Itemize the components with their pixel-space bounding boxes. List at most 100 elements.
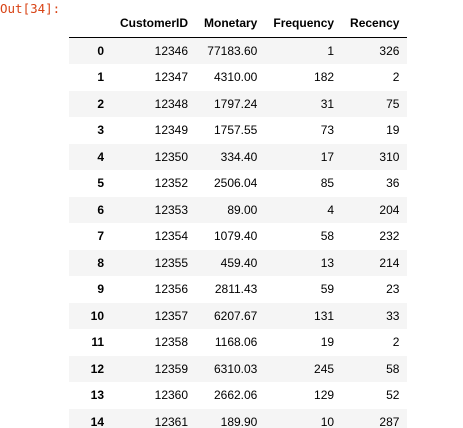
table-row: 12 12359 6310.03 245 58 [69,355,408,382]
cell-monetary: 89.00 [227,202,258,217]
cell-frequency: 19 [320,335,335,350]
cell-monetary: 1079.40 [213,229,258,244]
row-index: 3 [97,123,104,138]
cell-recency: 36 [386,176,400,191]
cell-monetary: 6207.67 [213,308,258,323]
row-index: 1 [97,70,104,85]
cell-frequency: 31 [320,96,335,111]
cell-recency: 214 [379,255,400,270]
cell-frequency: 1 [327,43,335,58]
cell-customerid: 12358 [154,335,189,350]
cell-frequency: 129 [314,388,335,403]
table-row: 3 12349 1757.55 73 19 [69,117,408,144]
cell-monetary: 189.90 [220,414,258,428]
cell-frequency: 17 [320,149,335,164]
cell-recency: 19 [386,123,400,138]
row-index: 6 [97,202,104,217]
cell-customerid: 12349 [154,123,189,138]
cell-customerid: 12355 [154,255,189,270]
cell-frequency: 59 [320,282,335,297]
cell-frequency: 131 [314,308,335,323]
column-header-customerid: CustomerID [112,10,197,38]
cell-frequency: 13 [320,255,335,270]
cell-monetary: 2662.06 [213,388,258,403]
cell-recency: 2 [392,70,400,85]
row-index: 8 [97,255,104,270]
row-index: 10 [90,308,104,323]
column-header-monetary: Monetary [196,10,266,38]
output-prompt: Out[34]: [0,1,61,16]
cell-frequency: 182 [314,70,335,85]
table-row: 13 12360 2662.06 129 52 [69,382,408,409]
table-row: 10 12357 6207.67 131 33 [69,302,408,329]
cell-monetary: 1757.55 [213,123,258,138]
row-index: 7 [97,229,104,244]
cell-monetary: 1168.06 [214,335,258,350]
column-header-recency: Recency [342,10,408,38]
row-index: 14 [90,414,104,428]
table-row: 8 12355 459.40 13 214 [69,249,408,276]
table-row: 11 12358 1168.06 19 2 [69,329,408,356]
table-row: 9 12356 2811.43 59 23 [69,276,408,303]
row-index: 12 [90,361,104,376]
cell-recency: 326 [379,43,400,58]
cell-recency: 75 [386,96,400,111]
cell-customerid: 12347 [154,70,189,85]
cell-recency: 52 [386,388,400,403]
cell-customerid: 12356 [154,282,189,297]
cell-frequency: 85 [320,176,335,191]
row-index: 2 [97,96,104,111]
dataframe-table: CustomerID Monetary Frequency Recency 0 1… [69,10,408,428]
table-row: 14 12361 189.90 10 287 [69,408,408,428]
cell-customerid: 12348 [154,96,189,111]
row-index: 13 [90,388,104,403]
row-index: 5 [97,176,104,191]
cell-customerid: 12361 [154,414,189,428]
cell-frequency: 58 [320,229,335,244]
cell-monetary: 1797.24 [213,96,258,111]
cell-recency: 2 [392,335,400,350]
cell-recency: 33 [386,308,400,323]
row-index: 9 [97,282,104,297]
cell-frequency: 73 [320,123,335,138]
row-index: 11 [91,335,104,350]
row-index: 0 [97,43,104,58]
table-row: 4 12350 334.40 17 310 [69,143,408,170]
table-row: 2 12348 1797.24 31 75 [69,90,408,117]
cell-frequency: 4 [327,202,335,217]
cell-monetary: 77183.60 [207,43,258,58]
column-header-frequency: Frequency [265,10,343,38]
cell-customerid: 12353 [154,202,189,217]
cell-customerid: 12346 [154,43,189,58]
cell-monetary: 334.40 [220,149,258,164]
cell-monetary: 2811.43 [214,282,258,297]
table-header-row: CustomerID Monetary Frequency Recency [69,10,408,38]
cell-recency: 204 [379,202,400,217]
cell-frequency: 10 [320,414,335,428]
cell-customerid: 12359 [154,361,189,376]
table-row: 6 12353 89.00 4 204 [69,196,408,223]
cell-recency: 287 [379,414,400,428]
table-body: 0 12346 77183.60 1 326 1 12347 4310.00 182 2 2 1234… [69,37,408,428]
cell-customerid: 12360 [154,388,189,403]
cell-monetary: 2506.04 [213,176,258,191]
cell-customerid: 12357 [154,308,189,323]
cell-recency: 232 [379,229,400,244]
cell-monetary: 4310.00 [213,70,258,85]
table-row: 7 12354 1079.40 58 232 [69,223,408,250]
cell-customerid: 12350 [154,149,189,164]
cell-recency: 58 [386,361,400,376]
cell-monetary: 6310.03 [213,361,258,376]
table-row: 5 12352 2506.04 85 36 [69,170,408,197]
cell-frequency: 245 [314,361,335,376]
cell-recency: 310 [379,149,400,164]
index-header [69,10,112,38]
cell-customerid: 12354 [154,229,189,244]
cell-monetary: 459.40 [220,255,258,270]
cell-customerid: 12352 [154,176,189,191]
row-index: 4 [97,149,104,164]
table-row: 0 12346 77183.60 1 326 [69,37,408,64]
cell-recency: 23 [386,282,400,297]
table-row: 1 12347 4310.00 182 2 [69,64,408,91]
